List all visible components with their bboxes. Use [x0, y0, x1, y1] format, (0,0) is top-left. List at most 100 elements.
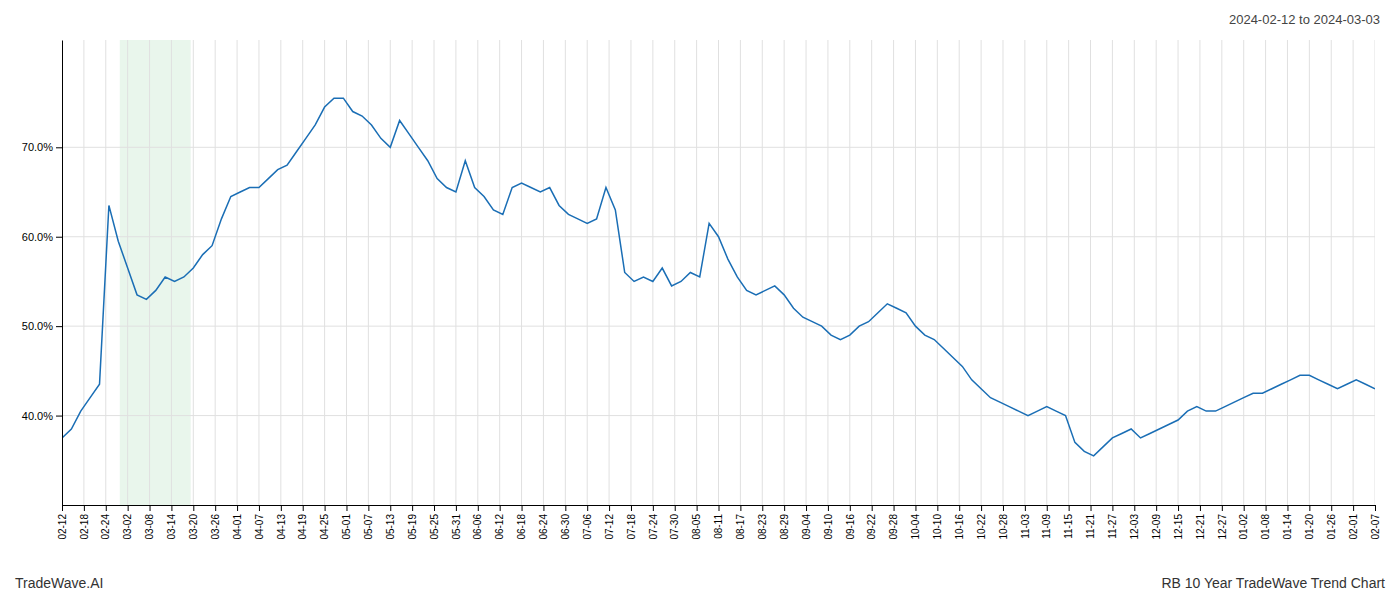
grid-line-x: [718, 40, 719, 505]
x-tick-mark: [259, 505, 260, 511]
x-tick-mark: [675, 505, 676, 511]
x-tick-mark: [434, 505, 435, 511]
x-tick: 11-27: [1107, 505, 1118, 539]
x-tick-mark: [1069, 505, 1070, 511]
x-tick: 11-03: [1020, 505, 1031, 539]
x-tick-label: 02-12: [57, 514, 68, 540]
grid-line-x: [390, 40, 391, 505]
x-tick-mark: [740, 505, 741, 511]
y-axis: 40.0% 50.0% 60.0% 70.0%: [22, 41, 63, 506]
x-tick-label: 12-27: [1217, 514, 1228, 540]
x-tick: 03-14: [166, 505, 177, 540]
grid-line-x: [1331, 40, 1332, 505]
x-tick: 06-12: [494, 505, 505, 540]
x-tick: 03-26: [210, 505, 221, 540]
y-tick: 70.0%: [22, 141, 62, 153]
x-tick: 09-16: [845, 505, 856, 540]
grid-line-x: [258, 40, 259, 505]
grid-line-x: [871, 40, 872, 505]
x-tick-label: 06-18: [516, 514, 527, 540]
grid-line-x: [1002, 40, 1003, 505]
x-tick-label: 01-14: [1282, 514, 1293, 540]
x-tick-mark: [872, 505, 873, 511]
x-tick-label: 07-06: [582, 514, 593, 540]
x-tick-mark: [303, 505, 304, 511]
grid-line-x: [434, 40, 435, 505]
x-tick-mark: [106, 505, 107, 511]
x-tick-mark: [478, 505, 479, 511]
x-tick-label: 05-31: [451, 514, 462, 540]
x-tick: 08-17: [735, 505, 746, 540]
grid-line-x: [149, 40, 150, 505]
x-tick-mark: [522, 505, 523, 511]
grid-line-x: [915, 40, 916, 505]
grid-line-x: [1265, 40, 1266, 505]
x-tick-label: 07-12: [604, 514, 615, 540]
x-tick-label: 11-09: [1041, 514, 1052, 539]
x-tick-mark: [215, 505, 216, 511]
x-tick-label: 11-21: [1085, 514, 1096, 539]
y-tick-label: 40.0%: [22, 410, 53, 422]
x-tick: 02-07: [1370, 505, 1381, 540]
x-tick-mark: [500, 505, 501, 511]
x-tick-label: 11-15: [1063, 514, 1074, 539]
x-tick-mark: [653, 505, 654, 511]
x-tick: 08-11: [713, 505, 724, 539]
grid-line-x: [62, 40, 63, 505]
y-tick: 40.0%: [22, 410, 62, 422]
x-tick: 07-30: [669, 505, 680, 540]
x-tick: 10-22: [976, 505, 987, 540]
grid-line-x: [1090, 40, 1091, 505]
x-tick: 10-10: [932, 505, 943, 540]
x-tick: 04-25: [319, 505, 330, 540]
x-tick: 05-07: [363, 505, 374, 540]
x-tick-label: 10-10: [932, 514, 943, 540]
grid-line-x: [849, 40, 850, 505]
x-tick-mark: [1091, 505, 1092, 511]
x-tick-label: 03-02: [122, 514, 133, 540]
grid-line-x: [1156, 40, 1157, 505]
x-tick: 04-19: [297, 505, 308, 540]
x-tick-mark: [1353, 505, 1354, 511]
x-tick-label: 03-08: [144, 514, 155, 540]
x-tick: 10-16: [954, 505, 965, 540]
x-tick: 02-18: [79, 505, 90, 540]
x-tick-mark: [587, 505, 588, 511]
grid-line-x: [346, 40, 347, 505]
grid-line-x: [1287, 40, 1288, 505]
x-tick-label: 08-17: [735, 514, 746, 540]
grid-line-x: [280, 40, 281, 505]
x-tick: 01-14: [1282, 505, 1293, 540]
x-tick: 04-01: [232, 505, 243, 540]
x-tick-label: 08-11: [713, 514, 724, 539]
x-tick-mark: [631, 505, 632, 511]
x-tick-label: 08-29: [779, 514, 790, 540]
x-tick-label: 12-03: [1129, 514, 1140, 540]
x-tick-label: 05-01: [341, 514, 352, 540]
grid: [62, 40, 1375, 505]
grid-line-x: [565, 40, 566, 505]
x-tick-label: 03-26: [210, 514, 221, 540]
subtitle: 2024-02-12 to 2024-03-03: [1229, 12, 1380, 27]
x-tick-mark: [1003, 505, 1004, 511]
grid-line-x: [324, 40, 325, 505]
x-tick-label: 11-27: [1107, 514, 1118, 539]
x-tick-mark: [828, 505, 829, 511]
x-tick: 11-09: [1041, 505, 1052, 539]
x-tick-label: 06-24: [538, 514, 549, 540]
x-tick-mark: [1331, 505, 1332, 511]
x-tick-label: 10-16: [954, 514, 965, 540]
grid-line-x: [762, 40, 763, 505]
x-tick-mark: [565, 505, 566, 511]
x-tick-mark: [1287, 505, 1288, 511]
x-tick: 02-01: [1348, 505, 1359, 540]
x-tick-mark: [719, 505, 720, 511]
x-tick: 10-04: [910, 505, 921, 540]
grid-line-x: [1178, 40, 1179, 505]
y-tick-label: 50.0%: [22, 320, 53, 332]
x-tick-label: 02-18: [79, 514, 90, 540]
x-tick: 09-10: [823, 505, 834, 540]
x-tick-mark: [959, 505, 960, 511]
y-tick-label: 60.0%: [22, 231, 53, 243]
x-tick: 12-21: [1195, 505, 1206, 540]
